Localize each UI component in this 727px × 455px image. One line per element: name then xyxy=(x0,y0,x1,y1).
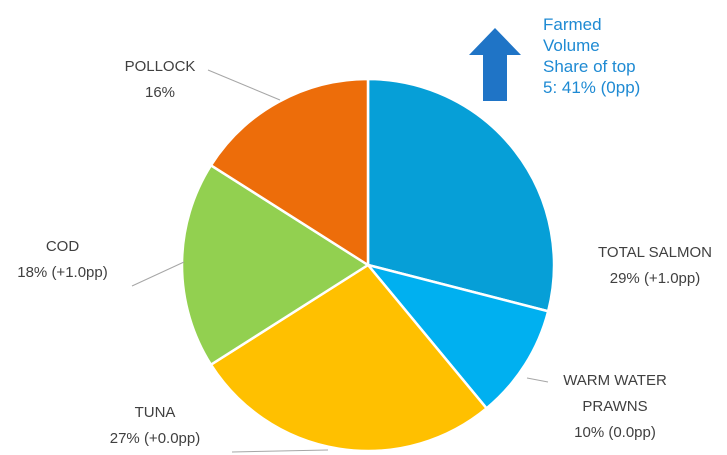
pie-slice xyxy=(366,77,556,313)
pie-slice xyxy=(364,262,550,411)
annotation-line: Volume xyxy=(543,36,600,55)
annotation-line: Share of top xyxy=(543,57,636,76)
slice-label: TOTAL SALMON 29% (+1.0pp) xyxy=(575,240,727,292)
annotation: Farmed Volume Share of top 5: 41% (0pp) xyxy=(543,14,640,98)
value-label: 27% (+0.0pp) xyxy=(109,430,201,447)
slice-label: WARM WATER PRAWNS 10% (0.0pp) xyxy=(555,368,675,446)
leader-line xyxy=(526,377,549,383)
value-label: 29% (+1.0pp) xyxy=(609,270,701,287)
annotation-line: 5: 41% (0pp) xyxy=(543,78,641,97)
category-label: POLLOCK xyxy=(124,58,196,75)
pie-slice xyxy=(180,163,371,367)
category-label: TUNA xyxy=(134,404,176,421)
annotation-line: Farmed xyxy=(543,15,602,34)
slice-label: COD 18% (+1.0pp) xyxy=(0,234,135,286)
slice-label: POLLOCK 16% xyxy=(100,54,220,106)
slice-label: TUNA 27% (+0.0pp) xyxy=(80,400,230,452)
leader-line xyxy=(207,69,281,101)
value-label: 10% (0.0pp) xyxy=(574,424,656,441)
category-label: WARM WATER PRAWNS xyxy=(563,372,667,415)
category-label: COD xyxy=(45,238,80,255)
value-label: 16% xyxy=(144,84,176,101)
category-label: TOTAL SALMON xyxy=(598,244,712,261)
leader-line xyxy=(131,261,185,287)
up-arrow xyxy=(469,28,521,101)
leader-line xyxy=(231,449,329,453)
value-label: 18% (+1.0pp) xyxy=(17,264,108,281)
pie-slice xyxy=(209,263,489,453)
pie-slice xyxy=(209,77,370,268)
